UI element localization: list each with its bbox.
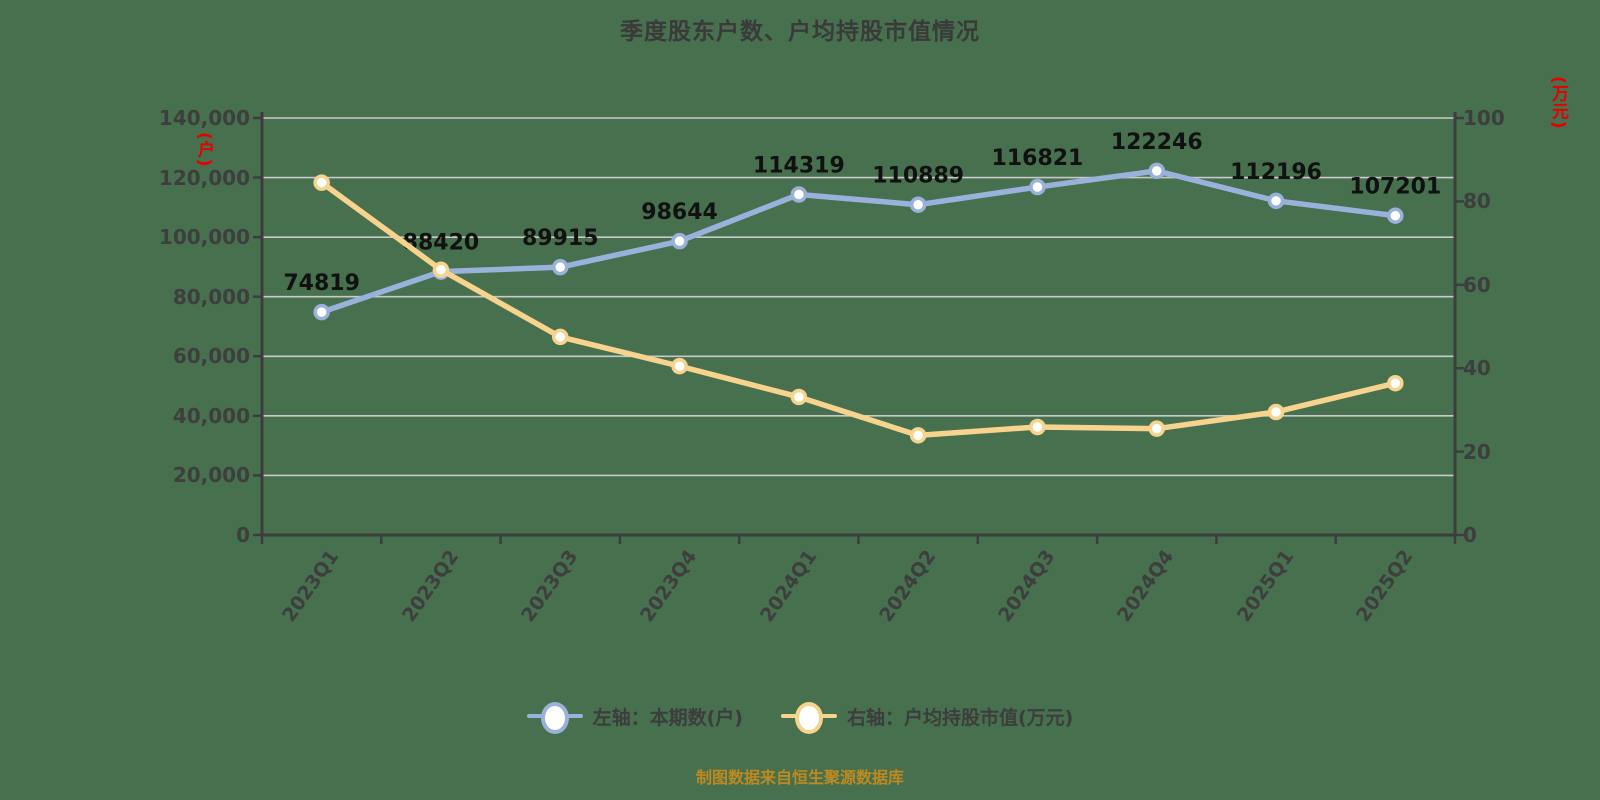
data-point-marker <box>313 303 330 321</box>
left-axis-tick-label: 40,000 <box>172 403 250 428</box>
data-point-label: 114319 <box>753 153 845 178</box>
left-axis-tick-label: 20,000 <box>172 463 250 488</box>
left-axis-tick-label: 140,000 <box>158 106 250 130</box>
data-point-label: 89915 <box>522 226 599 251</box>
left-axis-tick-label: 60,000 <box>172 344 250 369</box>
right-axis-tick-label: 80 <box>1463 189 1491 214</box>
right-axis-tick-label: 0 <box>1463 523 1477 547</box>
series-line-avg_value <box>318 179 1399 439</box>
chart-title: 季度股东户数、户均持股市值情况 <box>620 19 980 45</box>
left-axis-tick-label: 100,000 <box>158 225 250 250</box>
data-point-marker <box>1148 420 1165 437</box>
data-point-marker <box>552 328 569 346</box>
data-point-label: 107201 <box>1349 175 1441 200</box>
data-point-label: 110889 <box>872 164 964 189</box>
data-point-marker <box>790 186 808 203</box>
legend-label-avg-value: 右轴：户均持股市值(万元) <box>847 706 1074 729</box>
legend-marker-yellow-icon <box>781 700 837 734</box>
data-point-label: 122246 <box>1111 130 1203 155</box>
data-point-marker <box>1029 418 1046 436</box>
data-point-marker <box>790 388 808 406</box>
data-point-marker <box>1387 374 1404 392</box>
data-point-marker <box>909 196 927 213</box>
left-axis-tick-label: 80,000 <box>172 284 250 309</box>
legend: 左轴：本期数(户) 右轴：户均持股市值(万元) <box>0 700 1600 734</box>
data-point-marker <box>671 232 688 250</box>
data-point-label: 98644 <box>641 200 718 225</box>
left-axis-tick-label: 0 <box>236 523 250 547</box>
legend-marker-blue-icon <box>526 700 583 734</box>
data-point-label: 74819 <box>283 271 360 296</box>
right-axis-tick-label: 100 <box>1463 106 1505 130</box>
legend-item-households[interactable]: 左轴：本期数(户) <box>526 700 743 734</box>
data-point-marker <box>1148 162 1165 180</box>
legend-item-avg-value[interactable]: 右轴：户均持股市值(万元) <box>781 700 1074 734</box>
data-point-marker <box>1029 178 1046 196</box>
right-axis-unit-label: (万元) <box>1548 76 1568 130</box>
data-point-marker <box>1267 192 1285 210</box>
data-point-label: 112196 <box>1230 160 1322 185</box>
left-axis-unit-label: (户) <box>194 132 214 168</box>
data-point-marker <box>1267 403 1285 421</box>
data-point-marker <box>313 174 330 191</box>
data-point-marker <box>432 261 450 279</box>
data-point-marker <box>671 357 688 375</box>
right-axis-tick-label: 20 <box>1463 439 1491 464</box>
data-source-caption: 制图数据来自恒生聚源数据库 <box>695 768 904 787</box>
data-point-marker <box>1387 207 1404 224</box>
data-point-marker <box>909 427 927 444</box>
right-axis-tick-label: 60 <box>1463 272 1491 297</box>
series-line-households <box>318 168 1399 315</box>
left-axis-tick-label: 120,000 <box>158 165 250 190</box>
legend-label-households: 左轴：本期数(户) <box>592 706 743 729</box>
data-point-marker <box>552 258 569 276</box>
data-point-label: 116821 <box>992 146 1084 171</box>
right-axis-tick-label: 40 <box>1463 356 1491 381</box>
